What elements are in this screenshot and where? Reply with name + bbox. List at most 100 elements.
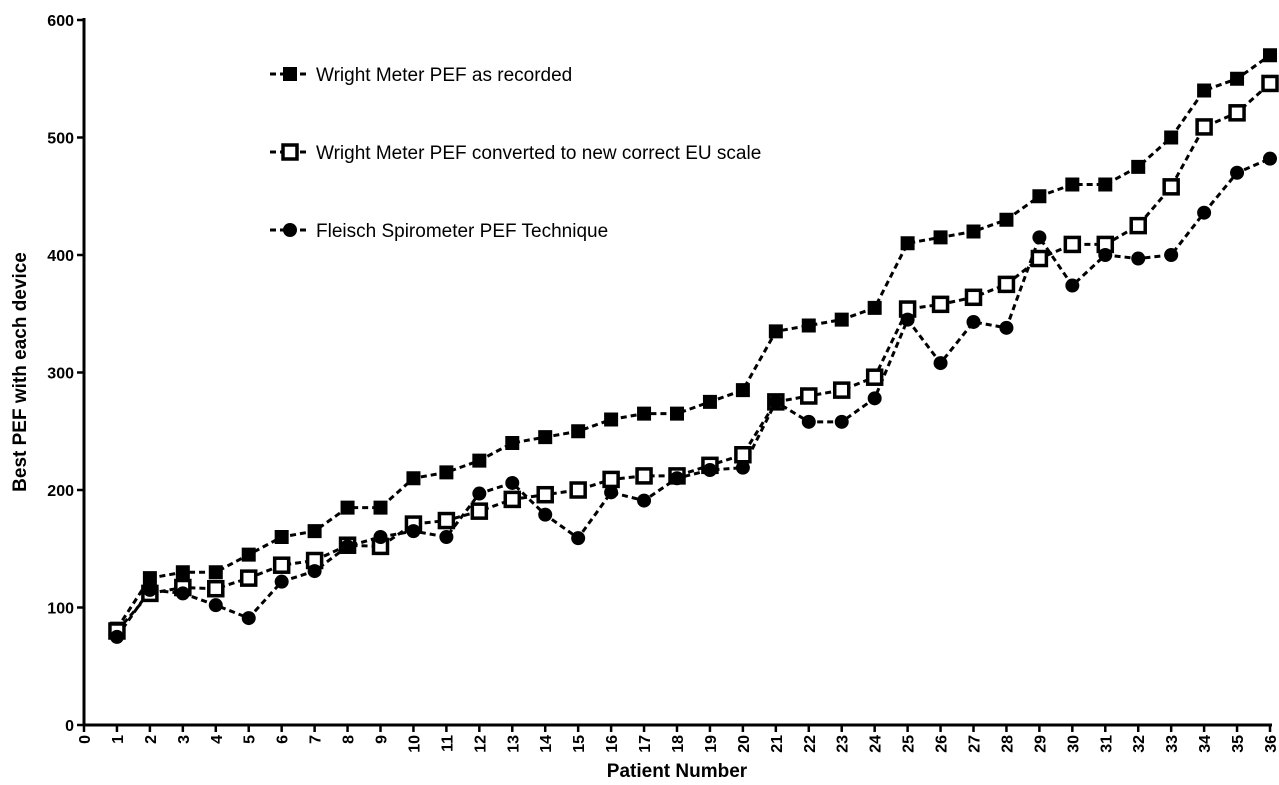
data-point [933,356,948,371]
data-point [571,424,586,439]
data-point [406,524,421,539]
data-point [1065,278,1080,293]
data-point [536,485,554,504]
data-point [1131,251,1146,266]
x-tick-label: 11 [439,735,456,752]
data-point [109,629,124,644]
x-tick-label: 20 [736,735,753,753]
data-point [1032,189,1047,204]
x-tick-label: 2 [143,735,160,744]
x-tick-label: 36 [1263,735,1279,753]
series-line [115,54,1271,630]
x-tick-label: 9 [374,735,391,744]
x-tick-label: 22 [802,735,819,753]
data-point [966,224,981,239]
data-point [1263,151,1277,166]
data-point [702,463,717,478]
data-point [637,406,652,421]
data-point [142,571,157,586]
data-point [272,556,291,574]
x-tick-label: 10 [406,735,423,753]
x-tick-label: 3 [176,735,193,744]
data-point [931,295,950,314]
legend-label: Wright Meter PEF as recorded [316,65,572,86]
data-point [670,406,684,421]
data-point [670,471,684,486]
data-point [1063,235,1082,254]
data-point [505,475,520,490]
data-point [801,414,816,429]
data-point [538,430,553,445]
data-point [439,465,454,480]
legend-label: Fleisch Spirometer PEF Technique [316,221,608,242]
data-point [239,569,258,587]
data-point [1098,177,1113,192]
data-point [867,391,882,406]
data-point [604,485,619,500]
data-point [571,531,586,546]
x-tick-label: 19 [703,735,720,753]
data-point [1230,165,1245,180]
data-point [373,530,388,544]
x-tick-label: 25 [901,735,918,753]
data-point [834,312,849,327]
legend-marker [283,223,297,237]
y-tick-label: 100 [47,601,74,618]
x-tick-label: 8 [341,735,358,744]
data-point [241,547,256,562]
x-tick-label: 6 [275,735,292,744]
series-line [115,82,1271,632]
data-point [1230,71,1245,86]
data-point [635,467,653,485]
data-point [1261,74,1279,93]
x-tick-label: 29 [1032,735,1049,753]
data-point [1129,216,1147,235]
x-tick-label: 34 [1197,735,1214,753]
data-point [241,611,256,626]
data-point [1197,205,1212,220]
data-point [538,507,553,522]
data-point [768,324,783,339]
data-point [964,288,983,307]
data-point [865,368,884,386]
data-point [472,453,487,468]
data-point [933,230,948,245]
x-tick-label: 30 [1065,735,1082,753]
data-point [997,275,1016,294]
data-point [439,530,454,544]
x-tick-label: 15 [571,735,588,753]
legend-marker [283,67,297,81]
data-point [505,436,520,450]
y-tick-label: 600 [47,13,74,30]
x-axis-label: Patient Number [607,761,748,782]
data-point [604,412,619,427]
data-point [307,564,322,579]
x-tick-label: 21 [769,735,786,753]
data-point [142,582,157,597]
data-point [637,493,652,508]
x-tick-label: 1 [110,735,127,744]
y-tick-label: 300 [47,366,74,383]
x-tick-label: 35 [1230,735,1247,753]
x-tick-label: 16 [604,735,621,753]
legend-label: Wright Meter PEF converted to new correc… [316,143,761,164]
data-point [307,524,322,539]
data-point [472,486,487,501]
x-tick-label: 14 [538,735,555,753]
data-point [966,314,981,329]
data-point [340,500,355,515]
data-point [1030,249,1049,268]
data-point [569,481,587,499]
data-point [867,300,882,315]
data-point [1131,159,1146,174]
y-tick-label: 0 [65,718,74,735]
data-point [834,414,849,429]
data-point [175,586,190,601]
data-point [503,490,522,509]
x-tick-label: 24 [868,735,885,753]
x-tick-label: 31 [1098,735,1115,753]
data-point [340,539,355,554]
data-point [602,470,620,489]
data-point [800,387,818,405]
